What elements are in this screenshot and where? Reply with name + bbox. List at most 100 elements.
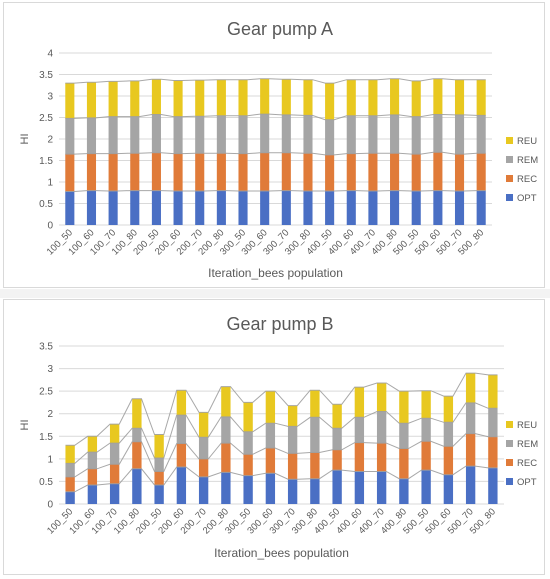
bar-rec [173, 153, 183, 192]
bar-rec [151, 152, 161, 191]
bar-opt [399, 478, 409, 504]
bar-opt [260, 191, 270, 225]
legend-label-rem: REM [517, 439, 538, 450]
bar-opt [281, 190, 291, 225]
x-axis-label: Iteration_bees population [214, 546, 349, 560]
bar-opt [176, 466, 187, 504]
bar-rec [390, 153, 400, 191]
bar-rem [86, 117, 97, 154]
bar-rec [176, 443, 187, 467]
y-tick-label: 2 [47, 135, 53, 146]
bar-rem [65, 118, 75, 155]
bar-reu [346, 79, 356, 116]
bar-rem [421, 418, 431, 442]
bar-rec [221, 443, 231, 473]
bar-rec [411, 154, 421, 192]
bar-reu [65, 445, 75, 464]
bar-reu [287, 405, 298, 427]
bar-opt [354, 471, 365, 504]
bar-reu [173, 80, 183, 117]
bar-reu [411, 80, 421, 117]
bar-rec [303, 153, 313, 192]
bar-reu [108, 81, 118, 117]
bar-rec [109, 464, 120, 484]
bar-rem [332, 428, 342, 450]
bar-rec [376, 443, 387, 472]
bar-rec [332, 449, 342, 471]
bar-reu [243, 402, 253, 432]
bar-reu [154, 434, 164, 458]
series-line-opt [65, 190, 486, 192]
y-tick-label: 0 [47, 500, 53, 511]
bar-opt [265, 473, 276, 504]
bar-reu [454, 79, 465, 115]
bar-rec [325, 154, 335, 192]
bar-opt [465, 466, 476, 504]
bar-reu [198, 412, 209, 438]
bar-rem [198, 437, 209, 459]
bar-rec [130, 153, 140, 191]
bar-opt [130, 190, 140, 225]
bar-reu [325, 83, 335, 120]
legend-label-reu: REU [517, 136, 537, 147]
bar-opt [303, 191, 313, 225]
legend-label-reu: REU [517, 420, 537, 431]
series-line-rec [65, 151, 486, 156]
legend-swatch-rem [506, 156, 513, 163]
bar-rem [260, 114, 270, 153]
chart-gear-pump-a: Gear pump A00.511.522.533.54HI100_50100_… [19, 19, 538, 280]
bar-rem [65, 463, 75, 477]
bar-opt [198, 476, 209, 504]
bar-reu [390, 78, 400, 115]
bar-rem [433, 114, 443, 153]
y-tick-label: 3 [47, 364, 53, 375]
bar-rem [368, 115, 378, 154]
bar-rem [216, 115, 226, 154]
bar-rem [132, 428, 142, 442]
y-tick-label: 4 [47, 49, 53, 60]
bar-reu [281, 79, 291, 115]
bar-reu [443, 396, 454, 423]
bar-rec [454, 154, 465, 192]
legend-swatch-rec [506, 175, 513, 182]
chart-title: Gear pump B [226, 314, 333, 334]
y-axis-label: HI [19, 134, 31, 145]
bar-reu [332, 404, 342, 429]
bar-opt [287, 479, 298, 504]
panel-separator [0, 289, 550, 298]
y-tick-label: 0.5 [39, 477, 53, 488]
bar-opt [411, 191, 421, 225]
bar-reu [65, 83, 75, 119]
bar-rem [238, 115, 248, 154]
bar-rem [221, 416, 231, 444]
bar-opt [476, 190, 486, 225]
bar-opt [151, 190, 161, 225]
legend-label-opt: OPT [517, 477, 537, 488]
legend-label-opt: OPT [517, 193, 537, 204]
bar-opt [332, 470, 342, 504]
bar-rem [346, 115, 356, 154]
bar-rem [310, 417, 320, 453]
bar-reu [433, 78, 443, 115]
bar-rec [354, 442, 365, 472]
bar-rec [65, 476, 75, 492]
bar-opt [221, 472, 231, 504]
bar-opt [195, 191, 205, 225]
bar-rec [216, 153, 226, 191]
bar-opt [216, 190, 226, 225]
bar-opt [433, 190, 443, 225]
bar-rec [87, 468, 98, 486]
chart-title: Gear pump A [227, 19, 333, 39]
bar-reu [303, 79, 313, 116]
y-tick-label: 2 [47, 409, 53, 420]
bar-opt [310, 478, 320, 504]
bar-rem [87, 452, 98, 469]
bar-rem [476, 115, 486, 154]
bar-opt [243, 475, 253, 504]
bar-opt [86, 190, 97, 225]
bar-rem [173, 116, 183, 154]
bar-rem [243, 431, 253, 455]
bar-reu [354, 387, 365, 418]
bar-reu [195, 80, 205, 117]
bar-rec [65, 154, 75, 192]
